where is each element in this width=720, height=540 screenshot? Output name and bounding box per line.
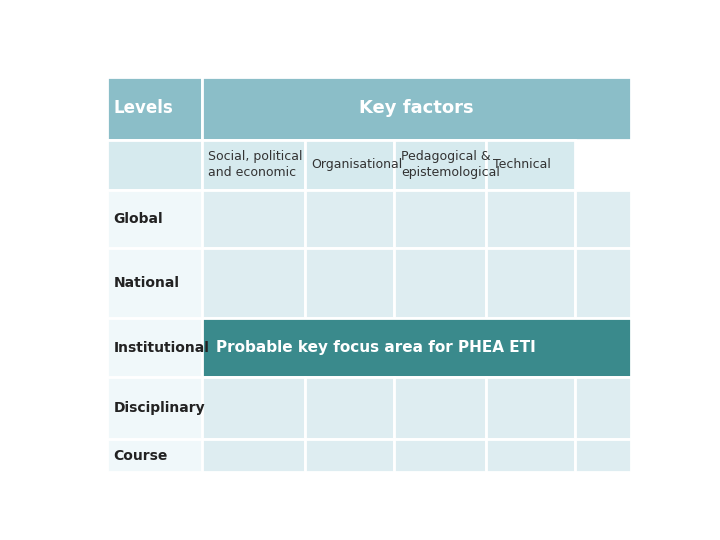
Bar (107, 248, 202, 319)
Bar (394, 190, 486, 248)
Bar (575, 439, 631, 472)
Bar (107, 190, 202, 248)
Text: Probable key focus area for PHEA ETI: Probable key focus area for PHEA ETI (215, 340, 535, 355)
Bar (305, 439, 394, 472)
Text: Technical: Technical (493, 158, 551, 171)
Bar (202, 248, 305, 319)
Bar (486, 439, 575, 472)
Bar (305, 248, 394, 319)
Bar (394, 439, 486, 472)
Bar (107, 439, 202, 472)
Bar (107, 319, 202, 377)
Bar (575, 248, 631, 319)
Text: Key factors: Key factors (359, 99, 474, 118)
Bar (305, 190, 394, 248)
Text: Disciplinary: Disciplinary (114, 401, 205, 415)
Text: Global: Global (114, 212, 163, 226)
Bar (394, 377, 486, 439)
Text: National: National (114, 276, 179, 290)
Text: Pedagogical &
epistemological: Pedagogical & epistemological (401, 150, 500, 179)
Bar (486, 248, 575, 319)
Bar (202, 77, 631, 140)
Text: Course: Course (114, 449, 168, 463)
Bar (305, 377, 394, 439)
Bar (486, 140, 575, 190)
Bar (202, 190, 305, 248)
Bar (486, 190, 575, 248)
Bar (107, 77, 202, 140)
Bar (486, 377, 575, 439)
Bar (202, 377, 305, 439)
Text: Social, political
and economic: Social, political and economic (208, 150, 303, 179)
Text: Levels: Levels (114, 99, 174, 118)
Bar (394, 140, 486, 190)
Text: Organisational: Organisational (312, 158, 402, 171)
Bar (202, 439, 305, 472)
Bar (575, 377, 631, 439)
Bar (107, 140, 202, 190)
Bar (202, 140, 305, 190)
Bar (394, 248, 486, 319)
Bar (305, 140, 394, 190)
Bar (107, 377, 202, 439)
Bar (202, 319, 631, 377)
Bar (575, 190, 631, 248)
Text: Institutional: Institutional (114, 341, 210, 355)
